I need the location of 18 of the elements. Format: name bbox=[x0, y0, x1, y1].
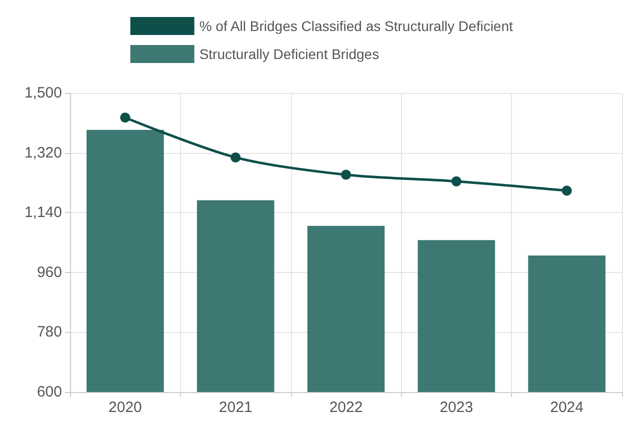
point bbox=[451, 176, 462, 186]
x-tick-label: 2023 bbox=[440, 399, 474, 416]
point bbox=[341, 170, 351, 180]
x-tick-label: 2020 bbox=[108, 399, 142, 416]
legend-label: % of All Bridges Classified as Structurally Deficient bbox=[199, 18, 514, 34]
x-tick-label: 2024 bbox=[550, 399, 584, 416]
y-tick-label: 1,320 bbox=[24, 144, 62, 162]
y-tick-label: 960 bbox=[36, 264, 62, 281]
legend-label: Structurally Deficient Bridges bbox=[199, 46, 380, 62]
point bbox=[230, 152, 241, 162]
y-tick-label: 600 bbox=[36, 384, 62, 400]
x-tick-label: 2021 bbox=[218, 399, 252, 416]
point bbox=[120, 112, 130, 123]
point bbox=[562, 186, 572, 196]
y-tick-label: 780 bbox=[36, 324, 62, 341]
y-tick-label: 1,500 bbox=[24, 84, 62, 102]
x-tick-label: 2022 bbox=[329, 399, 363, 416]
y-tick-label: 1,140 bbox=[24, 204, 62, 222]
